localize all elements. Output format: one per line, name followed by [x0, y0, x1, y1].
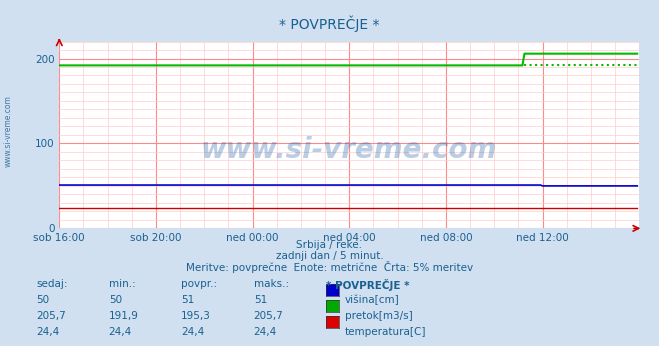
Text: 205,7: 205,7 — [254, 311, 283, 321]
Text: 24,4: 24,4 — [109, 327, 132, 337]
Text: 191,9: 191,9 — [109, 311, 138, 321]
Text: 24,4: 24,4 — [36, 327, 59, 337]
Text: * POVPREČJE *: * POVPREČJE * — [279, 16, 380, 32]
Text: 195,3: 195,3 — [181, 311, 211, 321]
Text: 24,4: 24,4 — [254, 327, 277, 337]
Text: maks.:: maks.: — [254, 279, 289, 289]
Text: * POVPREČJE *: * POVPREČJE * — [326, 279, 410, 291]
Text: zadnji dan / 5 minut.: zadnji dan / 5 minut. — [275, 251, 384, 261]
Text: 50: 50 — [36, 295, 49, 305]
Text: 205,7: 205,7 — [36, 311, 66, 321]
Text: www.si-vreme.com: www.si-vreme.com — [201, 136, 498, 164]
Text: pretok[m3/s]: pretok[m3/s] — [345, 311, 413, 321]
Text: 51: 51 — [181, 295, 194, 305]
Text: Meritve: povprečne  Enote: metrične  Črta: 5% meritev: Meritve: povprečne Enote: metrične Črta:… — [186, 261, 473, 273]
Text: 50: 50 — [109, 295, 122, 305]
Text: povpr.:: povpr.: — [181, 279, 217, 289]
Text: Srbija / reke.: Srbija / reke. — [297, 240, 362, 251]
Text: višina[cm]: višina[cm] — [345, 295, 399, 305]
Text: 24,4: 24,4 — [181, 327, 204, 337]
Text: 51: 51 — [254, 295, 267, 305]
Text: temperatura[C]: temperatura[C] — [345, 327, 426, 337]
Text: min.:: min.: — [109, 279, 136, 289]
Text: www.si-vreme.com: www.si-vreme.com — [3, 95, 13, 167]
Text: sedaj:: sedaj: — [36, 279, 68, 289]
